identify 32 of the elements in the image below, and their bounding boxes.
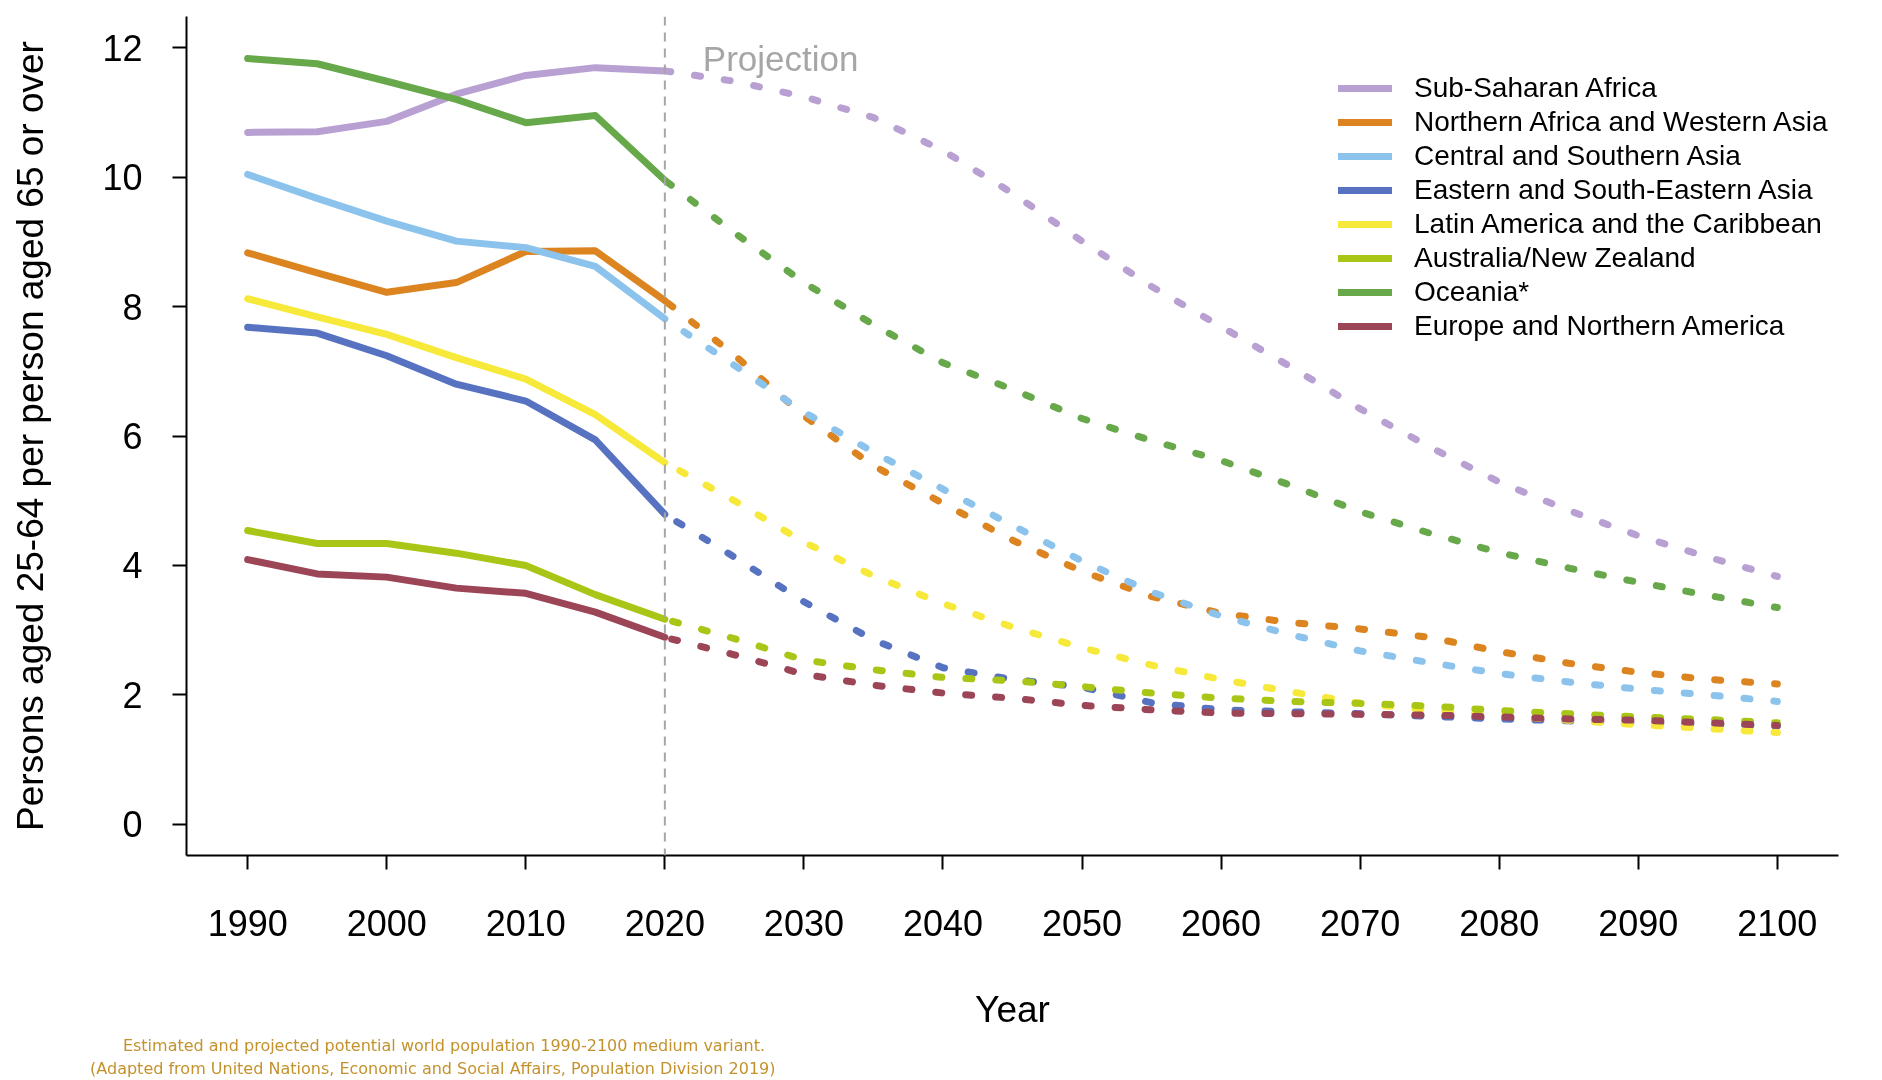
y-tick-label: 6 xyxy=(122,416,143,457)
y-tick-label: 0 xyxy=(122,804,143,846)
x-tick-label: 2010 xyxy=(485,902,566,944)
x-tick-label: 2090 xyxy=(1598,902,1679,944)
legend-label: Australia/New Zealand xyxy=(1414,242,1696,274)
legend-label: Sub-Saharan Africa xyxy=(1414,72,1657,104)
x-tick-label: 2020 xyxy=(624,902,705,944)
y-tick-label: 8 xyxy=(122,286,143,328)
legend-label: Northern Africa and Western Asia xyxy=(1414,106,1828,138)
y-tick-label: 4 xyxy=(122,545,143,587)
legend-label: Europe and Northern America xyxy=(1414,310,1785,342)
y-tick-label: 12 xyxy=(102,27,143,69)
x-tick-label: 2000 xyxy=(346,902,427,944)
x-tick-label: 2050 xyxy=(1041,902,1123,944)
y-axis-title: Persons aged 25-64 per person aged 65 or over xyxy=(10,41,52,831)
x-axis-title: Year xyxy=(975,988,1050,1030)
legend-label: Oceania* xyxy=(1414,276,1530,308)
y-tick-label: 2 xyxy=(122,674,143,716)
text: Estimated and projected potential world population 1990-2100 medium variant. xyxy=(122,1035,765,1055)
legend-label: Central and Southern Asia xyxy=(1414,140,1741,172)
x-tick-label: 2070 xyxy=(1320,902,1401,944)
legend-label: Latin America and the Caribbean xyxy=(1414,208,1822,240)
legend-label: Eastern and South-Eastern Asia xyxy=(1414,174,1813,206)
x-tick-label: 2030 xyxy=(763,902,844,944)
x-tick-label: 1990 xyxy=(207,902,288,944)
x-tick-label: 2080 xyxy=(1459,902,1540,944)
x-tick-label: 2100 xyxy=(1737,902,1818,944)
x-tick-label: 2060 xyxy=(1181,902,1262,944)
ref-line-label: Projection xyxy=(702,39,859,78)
y-tick-label: 10 xyxy=(102,157,143,199)
text: (Adapted from United Nations, Economic and Social Affairs, Population Division 2019) xyxy=(90,1058,776,1078)
x-tick-label: 2040 xyxy=(902,902,984,944)
